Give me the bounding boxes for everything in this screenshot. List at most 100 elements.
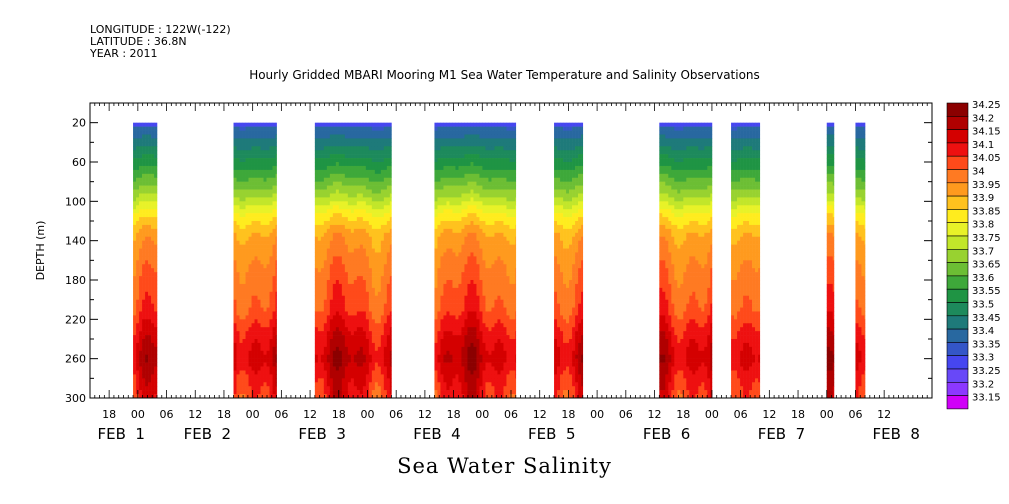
date-label: FEB 3 (298, 425, 345, 443)
colorbar-label: 33.45 (972, 313, 1001, 324)
y-axis-label: DEPTH (m) (34, 221, 47, 281)
x-tick-label: 06 (504, 408, 518, 421)
colorbar-label: 34.15 (972, 127, 1001, 138)
date-label: FEB 4 (413, 425, 460, 443)
data-segment (826, 122, 835, 399)
data-segment (731, 122, 761, 399)
colorbar-label: 33.35 (972, 339, 1001, 350)
x-tick-label: 06 (274, 408, 288, 421)
colorbar-swatch (946, 116, 969, 130)
colorbar-label: 34 (972, 167, 985, 178)
y-tick-label: 180 (65, 274, 86, 287)
x-tick-label: 18 (217, 408, 231, 421)
colorbar-swatch (946, 222, 969, 237)
x-tick-label: 00 (131, 408, 145, 421)
x-tick-label: 06 (389, 408, 403, 421)
latitude-label: LATITUDE : 36.8N (90, 35, 187, 48)
colorbar-label: 33.55 (972, 286, 1001, 297)
year-label: YEAR : 2011 (90, 47, 158, 60)
y-tick-label: 220 (65, 313, 86, 326)
colorbar-swatch (946, 142, 969, 157)
date-label: FEB 6 (643, 425, 690, 443)
y-tick-label: 60 (72, 156, 86, 169)
colorbar-label: 33.9 (972, 193, 994, 204)
colorbar-label: 33.95 (972, 180, 1001, 191)
x-tick-label: 00 (590, 408, 604, 421)
x-tick-label: 00 (705, 408, 719, 421)
y-tick-label: 260 (65, 353, 86, 366)
colorbar-label: 34.1 (972, 140, 994, 151)
date-label: FEB 7 (758, 425, 805, 443)
colorbar-label: 33.3 (972, 353, 994, 364)
data-segment (233, 122, 277, 399)
colorbar-swatch (946, 275, 969, 290)
colorbar-label: 33.75 (972, 233, 1001, 244)
longitude-label: LONGITUDE : 122W(-122) (90, 23, 231, 36)
colorbar-label: 33.8 (972, 220, 994, 231)
x-tick-label: 12 (877, 408, 891, 421)
x-tick-label: 06 (160, 408, 174, 421)
colorbar-swatch (946, 355, 969, 370)
x-tick-label: 00 (820, 408, 834, 421)
colorbar-swatch (946, 315, 969, 330)
x-tick-label: 12 (303, 408, 317, 421)
x-tick-label: 12 (648, 408, 662, 421)
x-tick-label: 12 (762, 408, 776, 421)
colorbar-label: 33.6 (972, 273, 994, 284)
x-tick-label: 06 (734, 408, 748, 421)
colorbar-swatch (946, 328, 969, 343)
date-label: FEB 2 (184, 425, 231, 443)
data-segment (554, 122, 584, 399)
colorbar-label: 33.5 (972, 300, 994, 311)
date-label: FEB 1 (97, 425, 144, 443)
chart-title: Hourly Gridded MBARI Mooring M1 Sea Wate… (249, 68, 760, 82)
data-segment (434, 122, 517, 399)
y-tick-label: 300 (65, 392, 86, 405)
colorbar-swatch (946, 182, 969, 197)
colorbar-swatch (946, 262, 969, 277)
colorbar-swatch (946, 129, 969, 144)
x-tick-label: 18 (102, 408, 116, 421)
colorbar-label: 33.7 (972, 246, 994, 257)
y-tick-label: 140 (65, 235, 86, 248)
colorbar-swatch (946, 195, 969, 210)
colorbar-swatch (946, 381, 969, 396)
colorbar-label: 33.25 (972, 366, 1001, 377)
x-tick-label: 18 (676, 408, 690, 421)
x-tick-label: 00 (360, 408, 374, 421)
colorbar-swatch (946, 235, 969, 250)
colorbar-label: 34.25 (972, 100, 1001, 111)
x-tick-label: 06 (848, 408, 862, 421)
colorbar-swatch (946, 395, 969, 410)
x-tick-label: 18 (561, 408, 575, 421)
variable-title: Sea Water Salinity (397, 454, 612, 478)
x-tick-label: 18 (447, 408, 461, 421)
x-tick-label: 12 (418, 408, 432, 421)
x-tick-label: 00 (246, 408, 260, 421)
x-tick-label: 18 (332, 408, 346, 421)
x-tick-label: 18 (791, 408, 805, 421)
colorbar-label: 34.05 (972, 153, 1001, 164)
date-label: FEB 5 (528, 425, 575, 443)
colorbar-swatch (946, 209, 969, 223)
data-segment (133, 122, 158, 399)
colorbar-swatch (946, 368, 969, 383)
colorbar-label: 33.4 (972, 326, 994, 337)
colorbar-swatch (946, 288, 969, 303)
colorbar-swatch (946, 102, 969, 117)
colorbar-label: 33.2 (972, 379, 994, 390)
x-tick-label: 06 (619, 408, 633, 421)
colorbar-label: 33.65 (972, 260, 1001, 271)
colorbar-label: 34.2 (972, 113, 994, 124)
x-tick-label: 12 (533, 408, 547, 421)
data-segment (659, 122, 713, 399)
colorbar-label: 33.85 (972, 206, 1001, 217)
y-tick-label: 20 (72, 117, 86, 130)
colorbar-swatch (946, 169, 969, 184)
x-tick-label: 12 (188, 408, 202, 421)
colorbar-swatch (946, 302, 969, 317)
colorbar-swatch (946, 249, 969, 263)
data-segment (314, 122, 392, 399)
x-tick-label: 00 (475, 408, 489, 421)
